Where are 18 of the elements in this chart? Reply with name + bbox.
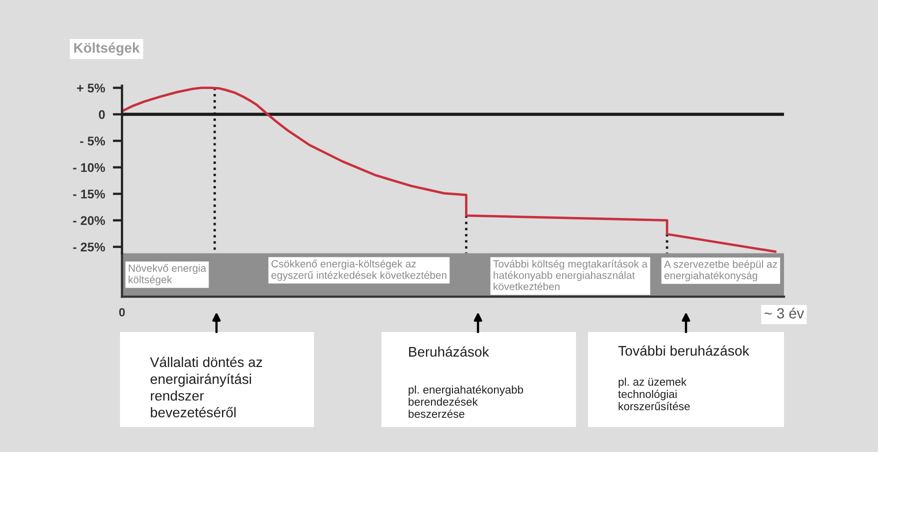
text: pl. az üzemek technológiai korszerűsítése [618, 378, 690, 410]
x-tick-label: ~ 3 év [764, 308, 804, 319]
y-tick-label: 0 [98, 110, 105, 119]
text: pl. energiahatékonyabb berendezések beszerzése [408, 385, 524, 418]
y-tick-label: - 20% [73, 216, 106, 225]
y-axis-title: Költségek [74, 42, 140, 56]
text: Vállalati döntés az energiairányítási rendszer bevezetéséről [150, 356, 262, 418]
y-tick-label: - 5% [80, 136, 106, 146]
text: További beruházások [618, 345, 750, 356]
text: További költség megtakarítások a hatékonyabb energiahasználat következtében [493, 260, 648, 290]
text: Csökkenő energia-költségek az egyszerű intézkedések következtében [271, 260, 446, 281]
text: A szervezetbe beépül az energiahatékonyság [664, 260, 777, 282]
y-tick-label: + 5% [77, 84, 106, 92]
y-tick-label: - 10% [73, 163, 106, 172]
text: Beruházások [409, 346, 490, 357]
y-tick-label: - 15% [73, 190, 106, 198]
text: Növekvő energia költségek [128, 264, 206, 286]
y-tick-label: - 25% [73, 242, 106, 252]
